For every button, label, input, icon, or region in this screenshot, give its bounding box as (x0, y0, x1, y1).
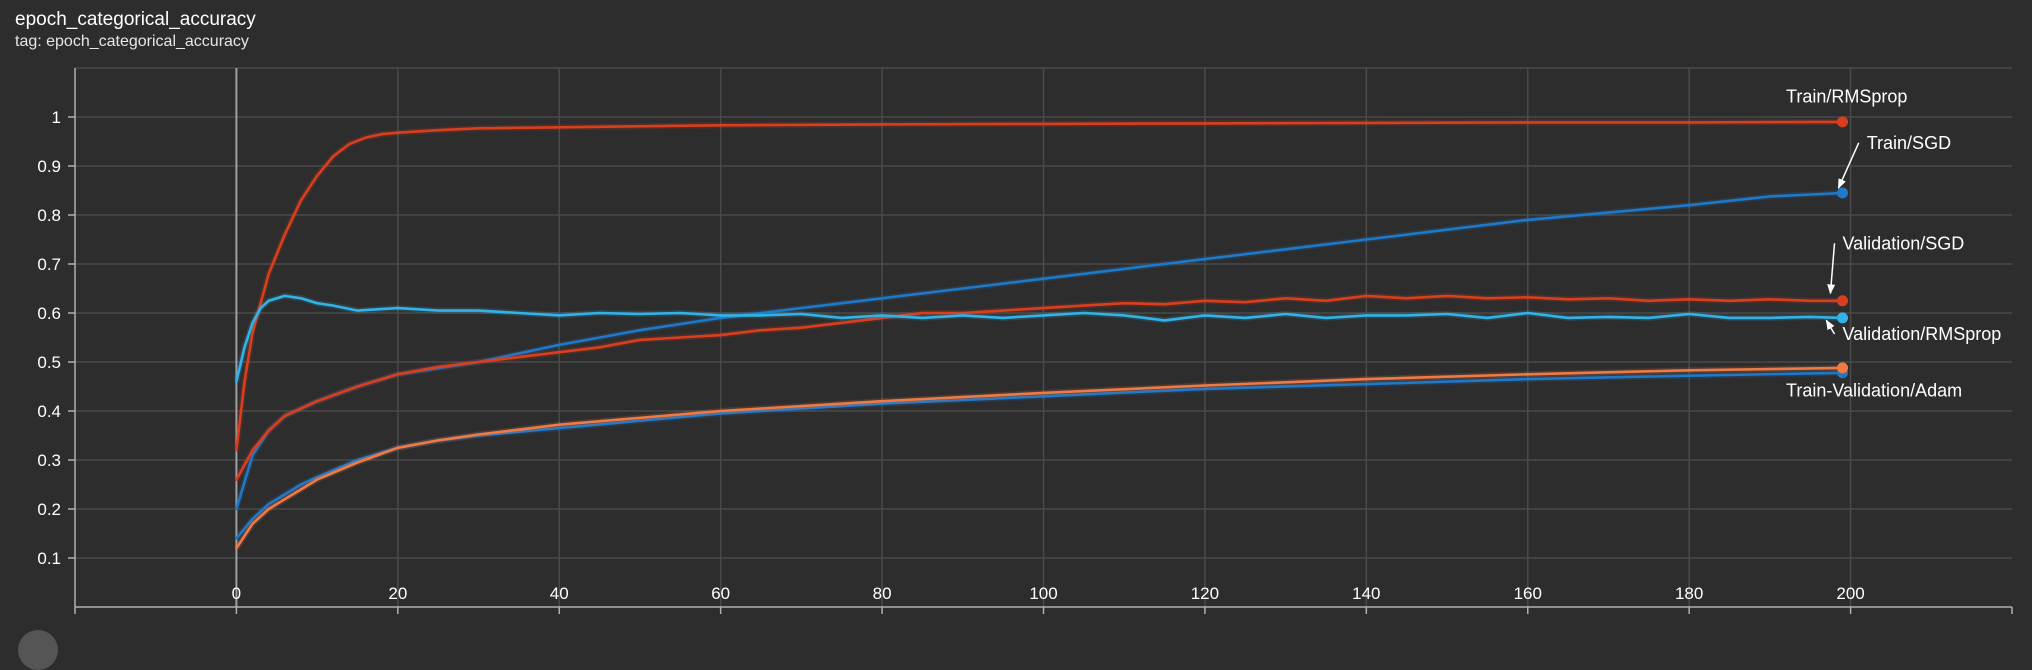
series-shadow-train-sgd (233, 190, 1843, 510)
y-tick-label: 0.6 (37, 304, 61, 323)
line-chart: 0.1 0.2 0.3 0.4 0.5 0.6 0.7 0.8 0.9 1 0 20 40 60 80 100… (37, 67, 2013, 614)
annotation-arrow (1837, 142, 1860, 189)
y-tick-label: 0.8 (37, 206, 61, 225)
series-annotation-label: Validation/RMSprop (1843, 324, 2002, 344)
y-tick-label: 0.4 (37, 402, 61, 421)
y-tick-label: 0.7 (37, 255, 61, 274)
y-tick-label: 0.5 (37, 353, 61, 372)
series-line-validation-rmsprop[interactable] (235, 294, 1844, 383)
grid-layer (75, 67, 2012, 607)
y-tick-label: 0.2 (37, 500, 61, 519)
series-end-marker-validation-sgd[interactable] (1837, 295, 1849, 307)
chart-title: epoch_categorical_accuracy (15, 9, 256, 30)
y-tick-label: 0.3 (37, 451, 61, 470)
annotation-arrow (1825, 319, 1836, 335)
x-tick-label: 80 (873, 584, 892, 603)
annotation-arrow (1827, 243, 1836, 295)
series-line-validation-sgd[interactable] (235, 294, 1844, 481)
series-shadow-validation-adam (233, 364, 1843, 550)
x-tick-label: 120 (1191, 584, 1219, 603)
series-line-train-adam[interactable] (235, 371, 1844, 540)
series-line-train-rmsprop[interactable] (235, 120, 1844, 452)
x-tick-label: 40 (550, 584, 569, 603)
y-tick-label: 1 (52, 108, 61, 127)
x-tick-label: 180 (1675, 584, 1703, 603)
axis-layer: 0.1 0.2 0.3 0.4 0.5 0.6 0.7 0.8 0.9 1 0 20 40 60 80 100… (37, 68, 2013, 614)
x-tick-label: 100 (1029, 584, 1057, 603)
annotation-layer: Train/RMSprop Train/SGD Validation/SGD Vali… (1786, 86, 2001, 400)
series-annotation-label: Validation/SGD (1843, 233, 1965, 253)
x-tick-label: 200 (1836, 584, 1864, 603)
fit-domain-button[interactable] (18, 630, 58, 670)
series-line-train-sgd[interactable] (235, 191, 1844, 511)
y-tick-label: 0.9 (37, 157, 61, 176)
series-annotation-label: Train/SGD (1867, 133, 1951, 153)
series-annotation-label: Train/RMSprop (1786, 86, 1907, 106)
series-shadow-train-rmsprop (233, 118, 1843, 451)
series-layer (233, 116, 1849, 550)
series-end-marker-validation-rmsprop[interactable] (1837, 312, 1849, 324)
x-tick-label: 20 (388, 584, 407, 603)
series-shadow-validation-sgd (233, 292, 1843, 482)
chart-tag: tag: epoch_categorical_accuracy (15, 33, 249, 50)
series-end-marker-validation-adam[interactable] (1837, 362, 1849, 374)
series-annotation-label: Train-Validation/Adam (1786, 380, 1962, 400)
series-end-marker-train-rmsprop[interactable] (1837, 116, 1849, 128)
series-line-validation-adam[interactable] (235, 366, 1844, 550)
x-tick-label: 0 (232, 584, 241, 603)
x-tick-label: 140 (1352, 584, 1380, 603)
card-header: epoch_categorical_accuracy tag: epoch_ca… (15, 8, 256, 52)
x-tick-label: 60 (711, 584, 730, 603)
series-end-marker-train-sgd[interactable] (1837, 187, 1849, 199)
x-tick-label: 160 (1514, 584, 1542, 603)
y-tick-label: 0.1 (37, 549, 61, 568)
